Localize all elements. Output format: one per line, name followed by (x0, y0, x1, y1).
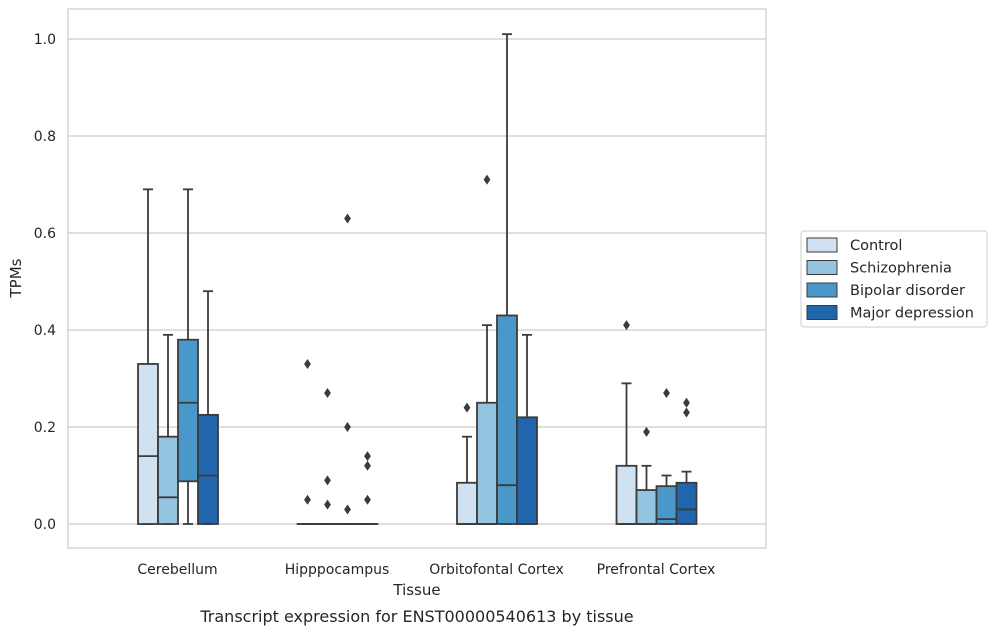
outlier-point (304, 495, 311, 505)
box-body (158, 437, 178, 524)
box-group (657, 388, 677, 524)
box-body (497, 315, 517, 524)
legend-swatch (807, 283, 837, 297)
y-tick-labels: 0.0 0.2 0.4 0.6 0.8 1.0 (34, 32, 56, 533)
legend-label: Major depression (850, 306, 974, 322)
box-body (517, 417, 537, 524)
box-group (178, 189, 198, 524)
box-body (677, 483, 697, 524)
legend-label: Bipolar disorder (850, 283, 965, 299)
outlier-point (344, 504, 351, 514)
y-tick-label: 0.6 (34, 226, 56, 242)
outlier-point (324, 500, 331, 510)
box-group (158, 335, 178, 524)
outlier-point (364, 461, 371, 471)
x-tick-labels: Cerebellum Hipppocampus Orbitofontal Corte… (137, 562, 715, 578)
y-tick-label: 0.2 (34, 420, 56, 436)
y-tick-label: 0.0 (34, 517, 56, 533)
y-tick-label: 0.8 (34, 129, 56, 145)
outlier-point (643, 427, 650, 437)
y-axis-label: TPMs (7, 258, 25, 298)
y-tick-label: 0.4 (34, 323, 56, 339)
box-body (198, 415, 218, 524)
x-tick-label: Hipppocampus (285, 562, 390, 578)
legend-label: Control (850, 238, 902, 254)
legend-swatch (807, 261, 837, 275)
outlier-point (683, 407, 690, 417)
box-group (138, 189, 158, 524)
outlier-point (344, 422, 351, 432)
box-group (318, 388, 338, 524)
box-group (617, 320, 637, 524)
x-axis-label: Tissue (392, 581, 440, 599)
outlier-point (464, 403, 471, 413)
box-group (677, 398, 697, 524)
outlier-point (344, 213, 351, 223)
box-group (497, 34, 517, 524)
box-group (637, 427, 657, 524)
outlier-point (663, 388, 670, 398)
outlier-point (683, 398, 690, 408)
x-tick-label: Prefrontal Cortex (597, 562, 716, 578)
x-tick-label: Orbitofontal Cortex (429, 562, 564, 578)
outlier-point (623, 320, 630, 330)
box-group (298, 359, 318, 524)
box-group (477, 175, 497, 524)
legend-swatch (807, 306, 837, 320)
outlier-point (324, 475, 331, 485)
legend-swatch (807, 238, 837, 252)
chart-caption: Transcript expression for ENST0000054061… (199, 607, 633, 626)
box-body (457, 483, 477, 524)
y-tick-label: 1.0 (34, 32, 56, 48)
box-body (637, 490, 657, 524)
legend: Control Schizophrenia Bipolar disorder Majo… (801, 231, 987, 327)
outlier-point (304, 359, 311, 369)
legend-label: Schizophrenia (850, 261, 952, 277)
box-group (338, 213, 358, 524)
box-body (617, 466, 637, 524)
outlier-point (324, 388, 331, 398)
box-body (138, 364, 158, 524)
x-tick-label: Cerebellum (137, 562, 217, 578)
box-group (457, 403, 477, 524)
box-group (517, 335, 537, 524)
box-body (477, 403, 497, 524)
outlier-point (364, 451, 371, 461)
outlier-point (484, 175, 491, 185)
box-group (198, 291, 218, 524)
box-body (178, 340, 198, 482)
box-group (358, 451, 378, 524)
box-layer (138, 34, 697, 524)
outlier-point (364, 495, 371, 505)
